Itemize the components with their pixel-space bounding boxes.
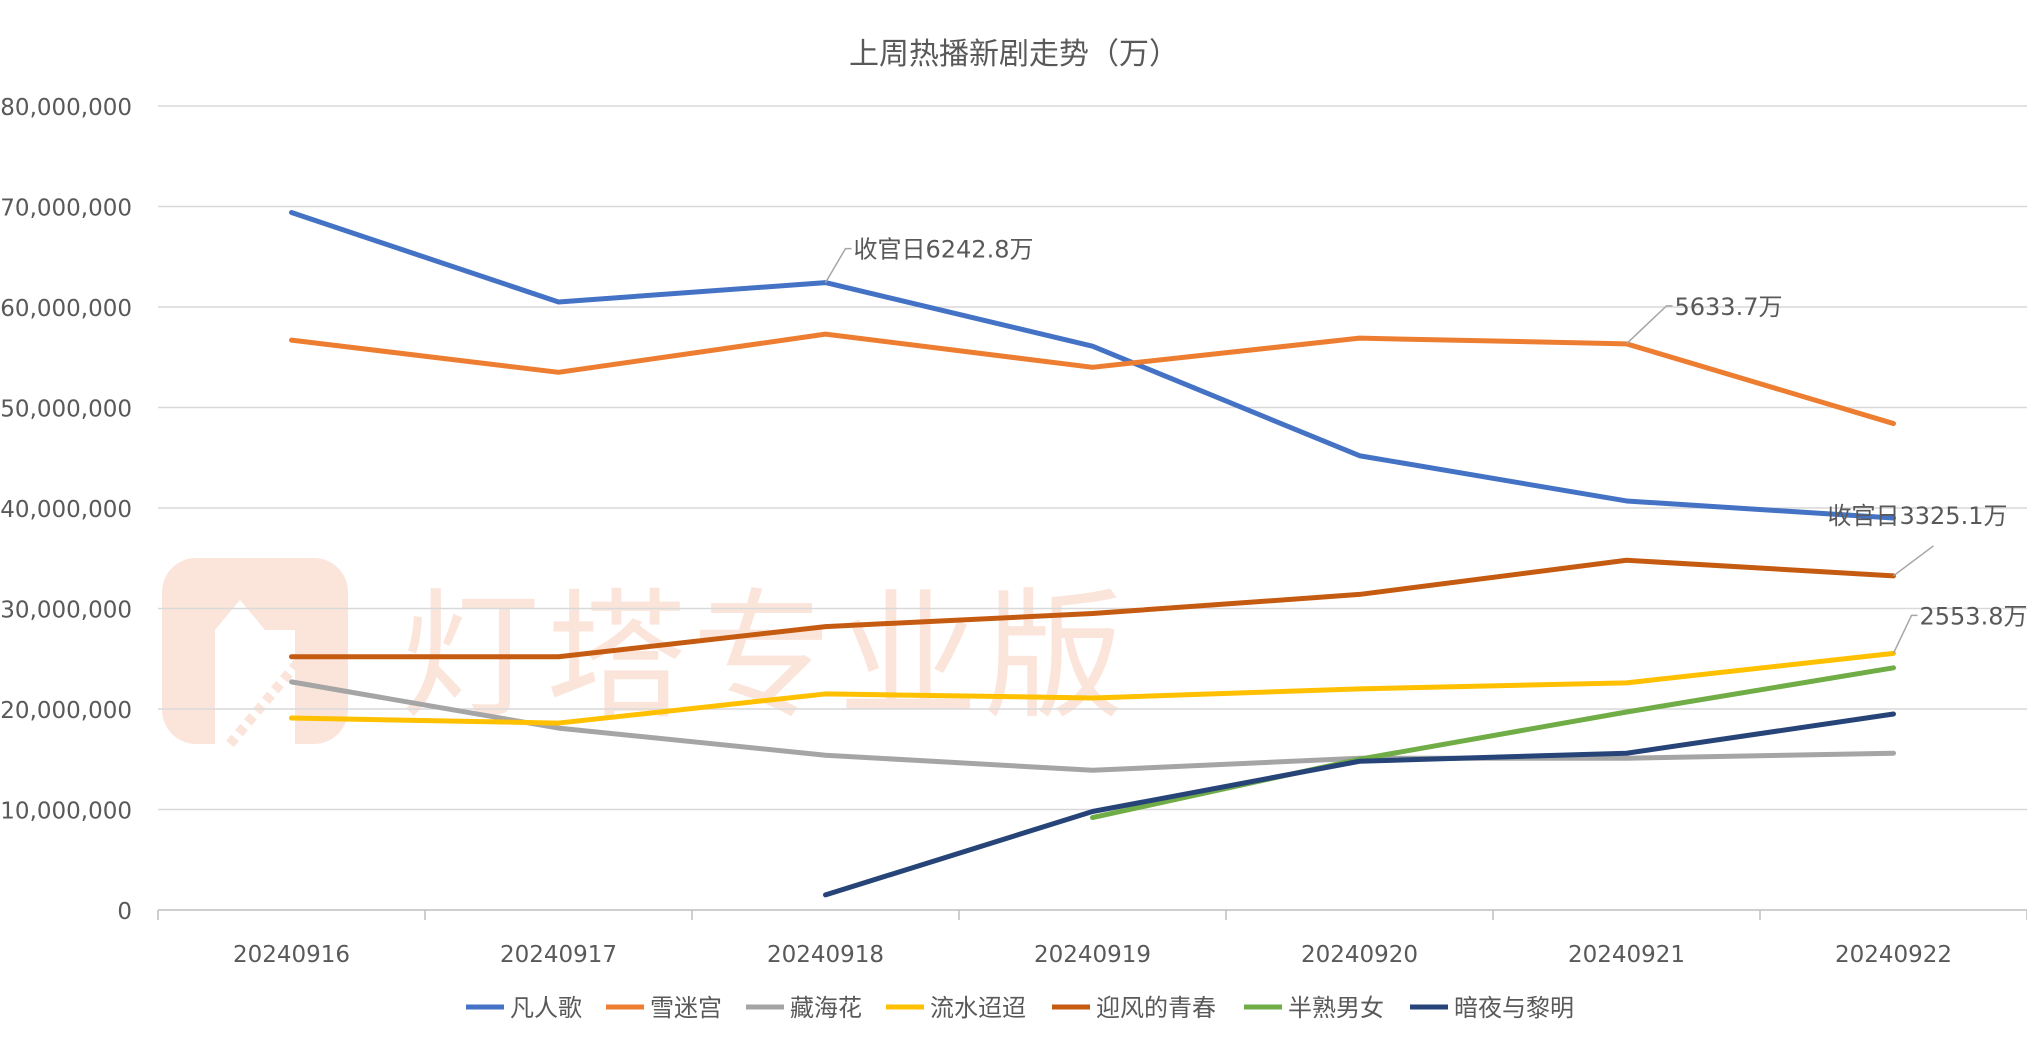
- series-line-5: [1090, 665, 1896, 821]
- x-tick-label: 20240917: [500, 942, 617, 968]
- legend-item: 暗夜与黎明: [1410, 994, 1574, 1022]
- legend-label: 迎风的青春: [1096, 994, 1216, 1022]
- annotation-label: 收官日6242.8万: [854, 236, 1034, 264]
- annotation-leader-line: [1892, 614, 1918, 654]
- x-tick-label: 20240919: [1034, 942, 1151, 968]
- x-tick-label: 20240922: [1835, 942, 1952, 968]
- x-tick-label: 20240918: [767, 942, 884, 968]
- chart-title: 上周热播新剧走势（万）: [849, 37, 1179, 72]
- legend-item: 雪迷宫: [606, 994, 722, 1022]
- y-tick-label: 20,000,000: [0, 698, 132, 724]
- annotation-label: 收官日3325.1万: [1828, 502, 2008, 530]
- legend-label: 流水迢迢: [930, 994, 1026, 1022]
- y-tick-label: 40,000,000: [0, 497, 132, 523]
- legend-label: 雪迷宫: [650, 994, 722, 1022]
- y-tick-label: 30,000,000: [0, 598, 132, 624]
- x-tick-label: 20240920: [1301, 942, 1418, 968]
- legend-item: 流水迢迢: [886, 994, 1026, 1022]
- legend-item: 藏海花: [746, 994, 862, 1022]
- legend-label: 凡人歌: [510, 994, 582, 1022]
- legend-item: 凡人歌: [466, 994, 582, 1022]
- legend-label: 藏海花: [790, 994, 862, 1022]
- annotation-label: 5633.7万: [1675, 293, 1783, 321]
- annotation-leader-line: [1625, 305, 1673, 345]
- annotation-leader-line: [824, 247, 852, 283]
- series-line-6: [823, 711, 1896, 898]
- y-tick-label: 80,000,000: [0, 95, 132, 121]
- y-tick-label: 10,000,000: [0, 799, 132, 825]
- y-tick-label: 60,000,000: [0, 296, 132, 322]
- x-tick-label: 20240921: [1568, 942, 1685, 968]
- legend-item: 半熟男女: [1244, 994, 1384, 1022]
- x-tick-label: 20240916: [233, 942, 350, 968]
- watermark-logo-icon: [162, 558, 348, 744]
- y-tick-label: 0: [117, 899, 132, 925]
- legend-label: 半熟男女: [1288, 994, 1384, 1022]
- annotation-label: 2553.8万: [1920, 602, 2027, 630]
- y-tick-label: 70,000,000: [0, 196, 132, 222]
- y-tick-label: 50,000,000: [0, 397, 132, 423]
- legend-label: 暗夜与黎明: [1454, 994, 1574, 1022]
- legend-item: 迎风的青春: [1052, 994, 1216, 1022]
- annotation-leader-line: [1893, 545, 1934, 577]
